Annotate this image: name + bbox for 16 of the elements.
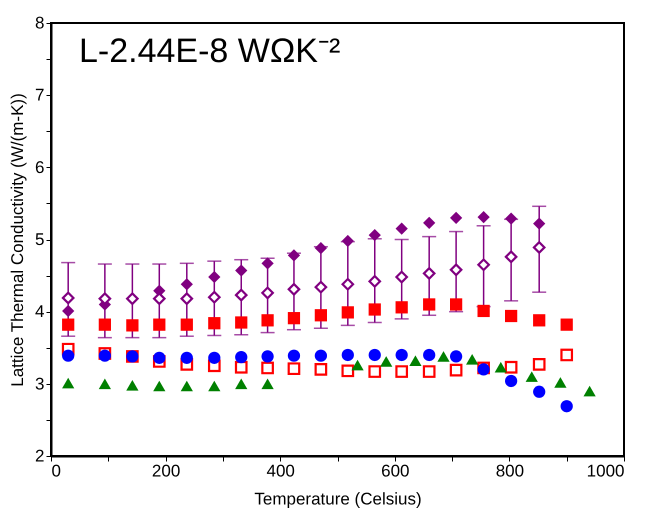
x-axis-title: Temperature (Celsius) <box>254 490 422 508</box>
x-tick-label: 600 <box>381 462 410 480</box>
y-tick-label: 5 <box>35 230 44 249</box>
y-tick-label: 6 <box>35 158 44 177</box>
y-tick-label: 7 <box>35 86 44 105</box>
x-tick-label: 1000 <box>586 462 624 480</box>
y-axis-title: Lattice Thermal Conductivity (W/(m-K)) <box>8 93 28 387</box>
x-tick-label: 0 <box>52 462 61 480</box>
x-tick-label: 400 <box>266 462 295 480</box>
y-tick-label: 8 <box>35 14 44 32</box>
x-tick-label: 800 <box>496 462 524 480</box>
y-tick-label: 2 <box>35 446 44 466</box>
annotation: L-2.44E-8 WΩK⁻² <box>79 32 340 70</box>
y-tick-label: 3 <box>35 374 44 394</box>
x-tick-label: 200 <box>152 462 180 480</box>
y-tick-label: 4 <box>35 302 44 322</box>
